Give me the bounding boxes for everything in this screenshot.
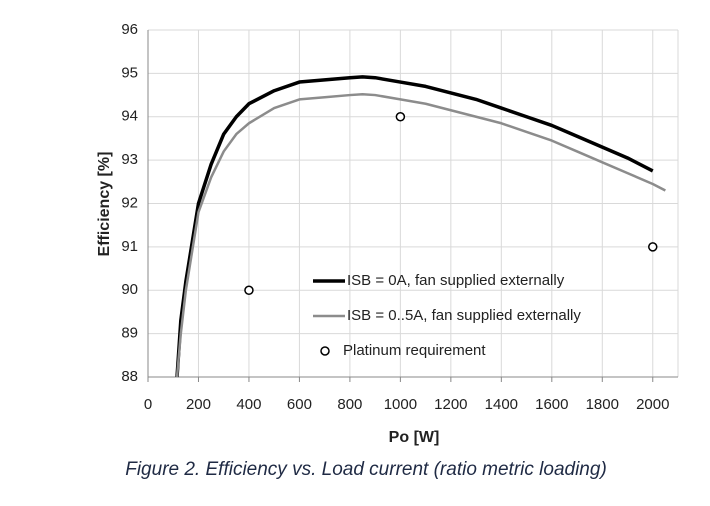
data-line bbox=[175, 92, 666, 378]
data-point bbox=[244, 285, 254, 295]
x-tick-label: 1000 bbox=[384, 396, 417, 413]
y-tick-label: 95 bbox=[121, 64, 138, 81]
y-tick-label: 90 bbox=[121, 281, 138, 298]
x-tick-label: 400 bbox=[236, 396, 261, 413]
y-tick-label: 88 bbox=[121, 368, 138, 385]
y-tick-label: 94 bbox=[121, 108, 138, 125]
legend-label: Platinum requirement bbox=[343, 342, 486, 359]
x-tick-label: 1400 bbox=[485, 396, 518, 413]
legend-label: ISB = 0A, fan supplied externally bbox=[347, 272, 565, 289]
x-tick-label: 1600 bbox=[535, 396, 568, 413]
y-tick-label: 89 bbox=[121, 325, 138, 342]
data-point bbox=[395, 112, 406, 122]
x-tick-label: 600 bbox=[287, 396, 312, 413]
x-tick-label: 200 bbox=[186, 396, 211, 413]
x-tick-label: 1800 bbox=[586, 396, 619, 413]
x-axis-label: Po [W] bbox=[389, 429, 440, 446]
y-tick-label: 93 bbox=[121, 151, 138, 168]
x-tick-label: 1200 bbox=[434, 396, 467, 413]
x-tick-label: 0 bbox=[144, 396, 152, 413]
y-tick-label: 91 bbox=[121, 238, 138, 255]
legend-marker bbox=[320, 346, 330, 356]
y-tick-label: 96 bbox=[121, 21, 138, 38]
legend-label: ISB = 0..5A, fan supplied externally bbox=[347, 307, 581, 324]
data-line bbox=[175, 75, 654, 378]
x-tick-label: 2000 bbox=[636, 396, 669, 413]
data-point bbox=[648, 242, 658, 252]
y-tick-label: 92 bbox=[121, 194, 138, 211]
caption: Figure 2. Efficiency vs. Load current (r… bbox=[125, 459, 607, 480]
y-axis-label: Efficiency [%] bbox=[96, 152, 113, 257]
x-tick-label: 800 bbox=[337, 396, 362, 413]
